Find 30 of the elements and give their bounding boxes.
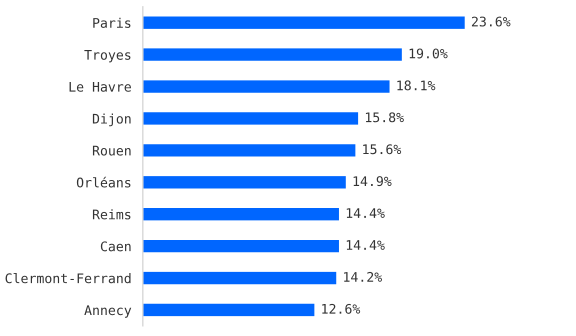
y-tick-label: Caen xyxy=(100,241,131,252)
bar xyxy=(142,142,357,158)
y-tick-label: Reims xyxy=(92,209,130,220)
data-label: 14.9% xyxy=(354,176,392,186)
data-label: 14.4% xyxy=(346,240,385,250)
y-tick-label: Orléans xyxy=(76,176,130,188)
y-tick-label: Le Havre xyxy=(70,82,131,92)
y-tick-label: Clermont-Ferrand xyxy=(6,272,131,284)
data-label: 14.2% xyxy=(344,272,382,282)
y-tick-label: Paris xyxy=(93,18,130,28)
y-tick-label: Annecy xyxy=(84,305,132,318)
bar xyxy=(142,78,391,94)
data-label: 12.6% xyxy=(322,304,360,314)
bar xyxy=(142,110,360,126)
y-tick-label: Rouen xyxy=(92,146,131,156)
y-tick-label: Troyes xyxy=(84,50,130,62)
data-label: 19.0% xyxy=(410,48,448,58)
y-tick-label: Dijon xyxy=(92,113,131,126)
bar xyxy=(142,302,316,318)
bar xyxy=(142,15,466,30)
bar xyxy=(142,174,348,190)
data-label: 23.6% xyxy=(472,16,510,27)
data-label: 15.6% xyxy=(363,144,402,154)
data-label: 15.8% xyxy=(366,112,404,122)
bar xyxy=(142,270,338,286)
data-label: 14.4% xyxy=(346,208,385,218)
bar xyxy=(142,238,340,254)
data-label: 18.1% xyxy=(397,80,436,90)
bar xyxy=(142,206,340,222)
bar xyxy=(142,47,404,62)
